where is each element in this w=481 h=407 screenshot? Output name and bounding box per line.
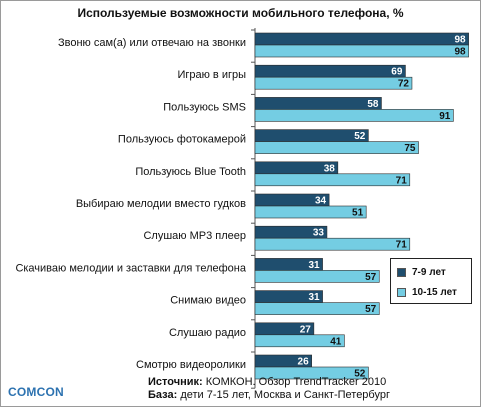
bar-series-1 xyxy=(254,129,369,142)
bar-series-2 xyxy=(254,270,380,283)
bar-series-2 xyxy=(254,44,469,58)
category-label: Смотрю видеоролики xyxy=(136,359,246,371)
base-line: База: дети 7-15 лет, Москва и Санкт-Пете… xyxy=(148,389,390,402)
legend-label-series-2: 10-15 лет xyxy=(412,286,457,298)
source-label: Источник: xyxy=(148,376,203,388)
bar-series-2 xyxy=(254,205,367,219)
category-label: Снимаю видео xyxy=(170,295,246,307)
category-label: Пользуюсь SMS xyxy=(163,101,246,113)
category-label: Пользуюсь фотокамерой xyxy=(118,134,246,146)
source-line: Источник: КОМКОН. Обзор TrendTracker 201… xyxy=(148,376,390,389)
category-label: Пользуюсь Blue Tooth xyxy=(135,166,246,178)
category-label: Скачиваю мелодии и заставки для телефона xyxy=(15,262,246,274)
data-label-series-1: 52 xyxy=(354,131,366,142)
data-label-series-1: 58 xyxy=(367,99,379,110)
category-label: Звоню сам(а) или отвечаю на звонки xyxy=(58,37,246,49)
data-label-series-2: 41 xyxy=(330,336,342,347)
bar-series-2 xyxy=(254,302,380,315)
data-label-series-2: 72 xyxy=(398,79,410,90)
category-label: Выбираю мелодии вместо гудков xyxy=(76,198,246,210)
data-label-series-2: 91 xyxy=(439,111,451,122)
data-label-series-1: 33 xyxy=(313,228,325,239)
base-label: База: xyxy=(148,389,178,401)
comcon-logo: COMCON xyxy=(8,385,64,399)
data-label-series-1: 98 xyxy=(455,35,467,46)
legend-item-series-1: 7-9 лет xyxy=(397,265,446,279)
base-text: дети 7-15 лет, Москва и Санкт-Петербург xyxy=(180,389,390,401)
data-label-series-1: 31 xyxy=(308,292,320,303)
data-label-series-2: 57 xyxy=(365,272,377,283)
bar-series-1 xyxy=(254,32,469,46)
data-label-series-1: 31 xyxy=(308,260,320,271)
data-label-series-1: 26 xyxy=(298,357,310,368)
bar-series-1 xyxy=(254,64,406,78)
legend-swatch-series-2 xyxy=(397,287,406,297)
legend: 7-9 лет 10-15 лет xyxy=(390,258,472,304)
data-label-series-2: 51 xyxy=(352,208,364,219)
data-label-series-2: 98 xyxy=(455,47,467,58)
data-label-series-1: 38 xyxy=(324,163,336,174)
bar-series-2 xyxy=(254,334,345,348)
category-label: Слушаю радио xyxy=(169,327,246,339)
bar-series-2 xyxy=(254,109,454,122)
category-label: Слушаю MP3 плеер xyxy=(143,230,246,242)
legend-swatch-series-1 xyxy=(397,267,406,277)
data-label-series-2: 71 xyxy=(396,240,408,251)
bar-series-2 xyxy=(254,237,411,251)
data-label-series-2: 52 xyxy=(354,369,366,380)
data-label-series-2: 57 xyxy=(365,304,377,315)
data-label-series-2: 75 xyxy=(404,143,416,154)
data-label-series-1: 34 xyxy=(315,196,327,207)
data-label-series-1: 27 xyxy=(300,324,312,335)
chart-title: Используемые возможности мобильного теле… xyxy=(77,6,404,20)
bar-series-2 xyxy=(254,76,413,90)
data-label-series-1: 69 xyxy=(391,67,403,78)
bar-series-2 xyxy=(254,141,419,154)
bar-series-2 xyxy=(254,366,369,380)
bar-series-2 xyxy=(254,173,411,187)
data-label-series-2: 71 xyxy=(396,175,408,186)
chart-footer: Источник: КОМКОН. Обзор TrendTracker 201… xyxy=(148,376,390,402)
legend-label-series-1: 7-9 лет xyxy=(412,266,446,278)
category-label: Играю в игры xyxy=(177,69,246,81)
source-text: КОМКОН. Обзор TrendTracker 2010 xyxy=(205,376,387,388)
legend-item-series-2: 10-15 лет xyxy=(397,285,457,299)
bar-series-1 xyxy=(254,97,382,110)
